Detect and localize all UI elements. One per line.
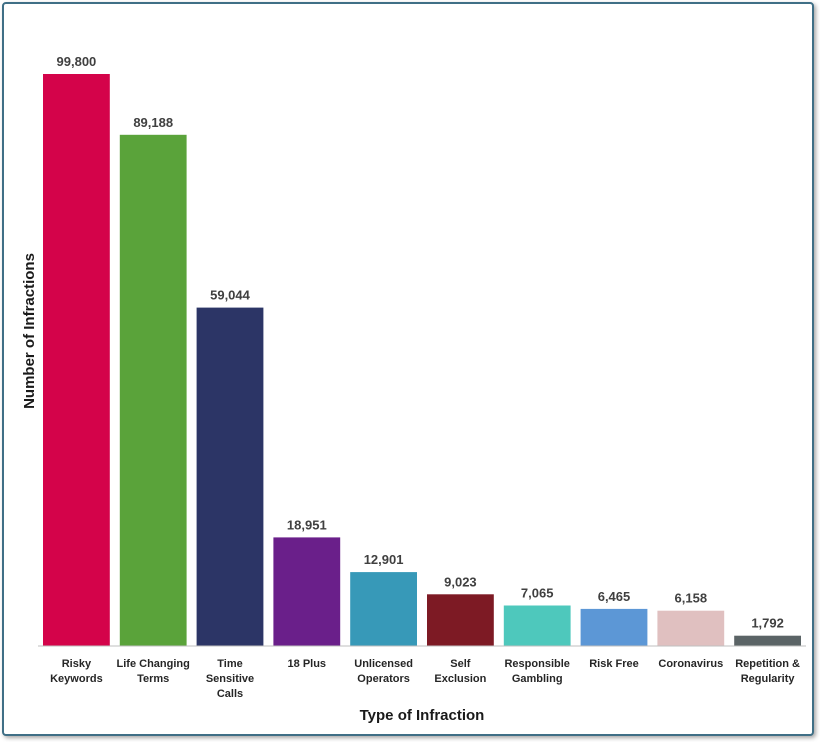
bar-7 <box>580 608 648 646</box>
value-label-5: 9,023 <box>444 574 477 589</box>
bar-8 <box>657 610 725 646</box>
x-tick-label-line: Exclusion <box>434 673 486 685</box>
x-tick-label-line: Terms <box>137 673 169 685</box>
y-axis-title: Number of Infractions <box>21 253 38 409</box>
value-label-2: 59,044 <box>210 288 251 303</box>
x-tick-label-line: Regularity <box>741 673 796 685</box>
x-tick-label-5: Self Exclusion <box>434 658 486 685</box>
bar-4 <box>350 572 417 646</box>
value-label-6: 7,065 <box>521 586 554 601</box>
x-tick-labels-layer: Risky Keywords Life Changing Terms Time Sensi… <box>50 658 800 700</box>
x-tick-label-line: Gambling <box>512 673 563 685</box>
value-label-9: 1,792 <box>751 616 784 631</box>
bar-1 <box>119 134 187 647</box>
value-labels-layer: 99,800 89,188 59,044 18,951 12,901 9,023 7,065… <box>57 54 784 631</box>
x-tick-label-line: Calls <box>217 688 243 700</box>
value-label-1: 89,188 <box>133 115 173 130</box>
x-tick-label-line: Life Changing <box>117 658 190 670</box>
x-tick-label-line: Repetition & <box>735 658 800 670</box>
x-tick-label-1: Life Changing Terms <box>117 658 190 685</box>
bar-5 <box>427 594 494 646</box>
bar-6 <box>503 605 571 646</box>
x-tick-label-line: Coronavirus <box>658 658 723 670</box>
x-tick-label-0: Risky Keywords <box>50 658 103 685</box>
x-tick-label-line: Sensitive <box>206 673 254 685</box>
bar-3 <box>273 537 341 646</box>
bar-9 <box>734 635 801 646</box>
x-tick-label-line: Responsible <box>504 658 569 670</box>
value-label-7: 6,465 <box>598 589 631 604</box>
x-tick-label-line: Self <box>450 658 471 670</box>
value-label-0: 99,800 <box>57 54 97 69</box>
x-axis-title: Type of Infraction <box>360 707 485 724</box>
x-tick-label-8: Coronavirus <box>658 658 723 670</box>
x-tick-label-line: Risky <box>62 658 92 670</box>
x-tick-label-line: Operators <box>357 673 410 685</box>
x-tick-label-9: Repetition & Regularity <box>735 658 800 685</box>
bar-0 <box>43 74 110 646</box>
x-tick-label-line: 18 Plus <box>288 658 327 670</box>
x-tick-label-4: Unlicensed Operators <box>354 658 413 685</box>
x-tick-label-line: Time <box>217 658 242 670</box>
bar-2 <box>196 307 264 646</box>
x-tick-label-7: Risk Free <box>589 658 639 670</box>
bars-layer <box>43 74 801 647</box>
x-tick-label-6: Responsible Gambling <box>504 658 569 685</box>
x-tick-label-2: Time Sensitive Calls <box>206 658 254 700</box>
x-tick-label-line: Risk Free <box>589 658 639 670</box>
x-tick-label-3: 18 Plus <box>288 658 327 670</box>
value-label-3: 18,951 <box>287 517 327 532</box>
x-tick-label-line: Unlicensed <box>354 658 413 670</box>
x-tick-label-line: Keywords <box>50 673 103 685</box>
value-label-4: 12,901 <box>364 552 404 567</box>
value-label-8: 6,158 <box>675 591 708 606</box>
